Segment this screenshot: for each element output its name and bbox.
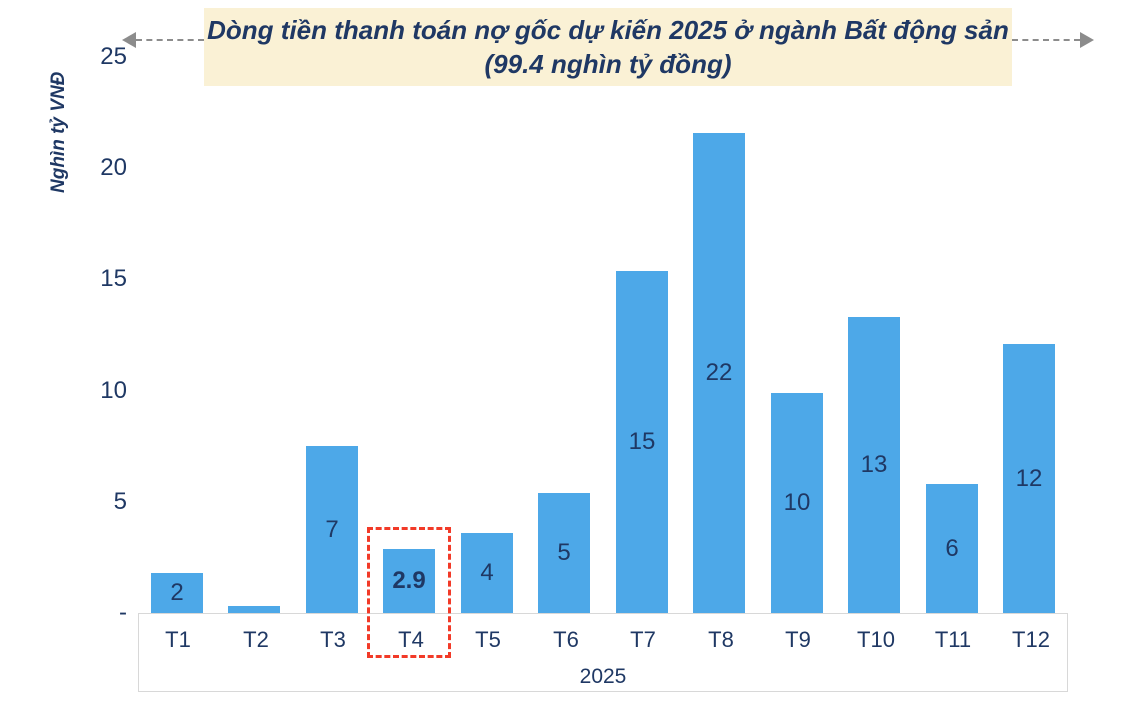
bar-label-T9: 10 [783, 489, 811, 516]
chart-title-line2: (99.4 nghìn tỷ đồng) [484, 49, 732, 79]
x-cat-T4: T4 [398, 627, 424, 652]
bar-label-T8: 22 [705, 359, 733, 386]
bar-label-T11: 6 [945, 534, 959, 562]
y-tick-25: 25 [100, 43, 127, 70]
bar-label-T3: 7 [325, 515, 339, 543]
bar-label-T6: 5 [557, 539, 571, 566]
x-cat-T9: T9 [785, 627, 811, 652]
x-cat-T7: T7 [630, 627, 656, 652]
bar-T4: 2.9 [383, 549, 435, 613]
bar-T9: 10 [771, 393, 823, 613]
bar-label-T5: 4 [480, 559, 494, 586]
x-cat-T8: T8 [708, 627, 734, 652]
y-tick-5: 5 [113, 487, 127, 515]
bar-T8: 22 [693, 133, 745, 613]
bar-T6: 5 [538, 493, 590, 613]
x-cat-T6: T6 [553, 627, 579, 652]
bar-T1: 2 [151, 573, 203, 613]
x-cat-T1: T1 [165, 627, 191, 652]
left-arrowhead-icon [122, 32, 136, 48]
bar-T12: 12 [1003, 344, 1055, 613]
x-cat-T11: T11 [934, 627, 972, 652]
x-cat-T5: T5 [475, 627, 501, 652]
y-tick-0: - [119, 599, 127, 626]
x-cat-T2: T2 [243, 627, 269, 652]
bar-label-T4: 2.9 [392, 567, 426, 594]
bar-label-T12: 12 [1015, 464, 1043, 492]
chart-title-banner: Dòng tiền thanh toán nợ gốc dự kiến 2025… [204, 8, 1012, 86]
y-tick-20: 20 [100, 154, 127, 182]
bar-label-T1: 2 [170, 579, 184, 606]
bar-T3: 7 [306, 446, 358, 613]
plot-area: 2 7 2.9 4 5 15 22 10 13 6 12 [138, 0, 1068, 613]
right-arrow-icon [1012, 32, 1094, 48]
bar-label-T7: 15 [628, 428, 656, 455]
chart-title-line1: Dòng tiền thanh toán nợ gốc dự kiến 2025… [207, 15, 1009, 45]
bar-T2 [228, 606, 280, 613]
highlight-box [367, 527, 451, 658]
left-arrow-dash-line [136, 39, 204, 41]
y-tick-15: 15 [100, 265, 127, 293]
right-arrow-dash-line [1012, 39, 1080, 41]
bar-T11: 6 [926, 484, 978, 613]
x-axis-strip: T1 T2 T3 T4 T5 T6 T7 T8 T9 T10 T11 T12 2025 [138, 613, 1068, 692]
right-arrowhead-icon [1080, 32, 1094, 48]
x-axis-year-label: 2025 [579, 665, 627, 688]
bar-T10: 13 [848, 317, 900, 613]
left-arrow-icon [122, 32, 204, 48]
bar-T7: 15 [616, 271, 668, 613]
x-cat-T12: T12 [1012, 627, 1050, 652]
bar-T5: 4 [461, 533, 513, 613]
x-cat-T3: T3 [320, 627, 346, 652]
y-tick-10: 10 [100, 376, 127, 404]
x-cat-T10: T10 [857, 627, 895, 652]
bar-label-T10: 13 [860, 451, 888, 478]
